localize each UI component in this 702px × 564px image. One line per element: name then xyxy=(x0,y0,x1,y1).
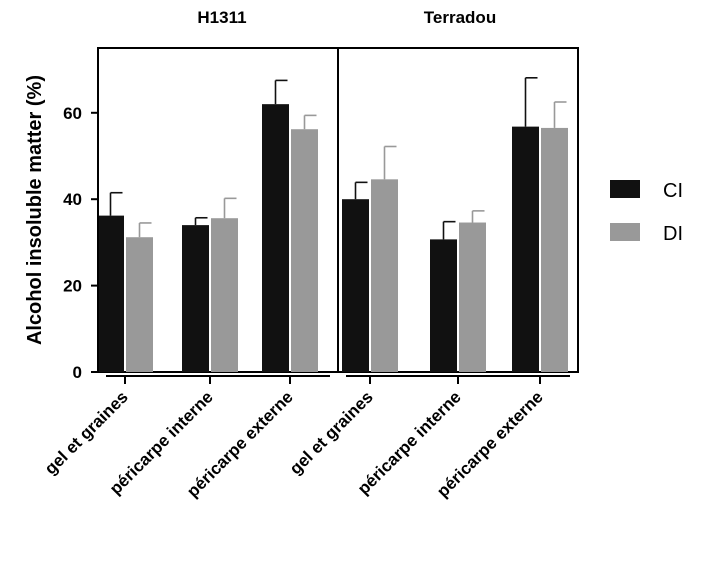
y-tick-label-60: 60 xyxy=(63,104,82,123)
legend-swatch-di xyxy=(610,223,640,241)
bar-0-2-di xyxy=(291,129,318,372)
bars-layer xyxy=(97,77,568,373)
x-tick-label-1-0: gel et graines xyxy=(286,387,377,478)
bar-1-1-di xyxy=(459,222,486,372)
x-tick-label-0-0: gel et graines xyxy=(41,387,132,478)
bar-0-1-di xyxy=(211,218,238,372)
bar-0-1-ci xyxy=(182,225,209,372)
bar-1-1-ci xyxy=(430,239,457,372)
bar-0-0-di xyxy=(126,237,153,372)
y-axis: 0 20 40 60 xyxy=(63,48,99,382)
y-tick-label-40: 40 xyxy=(63,190,82,209)
legend-label-di: DI xyxy=(663,223,683,245)
y-tick-label-0: 0 xyxy=(73,363,82,382)
bar-1-0-di xyxy=(371,179,398,372)
bar-1-2-di xyxy=(541,127,568,372)
y-tick-label-20: 20 xyxy=(63,277,82,296)
bar-0-0-ci xyxy=(97,215,124,372)
legend-label-ci: CI xyxy=(663,180,683,202)
legend: CI DI xyxy=(610,180,683,245)
bar-0-2-ci xyxy=(262,104,289,372)
bar-1-0-ci xyxy=(342,199,369,372)
bar-1-2-ci xyxy=(512,126,539,373)
panel-title-terradou: Terradou xyxy=(424,8,496,27)
y-axis-title: Alcohol insoluble matter (%) xyxy=(24,75,46,345)
legend-swatch-ci xyxy=(610,180,640,198)
panel-title-h1311: H1311 xyxy=(197,8,246,27)
